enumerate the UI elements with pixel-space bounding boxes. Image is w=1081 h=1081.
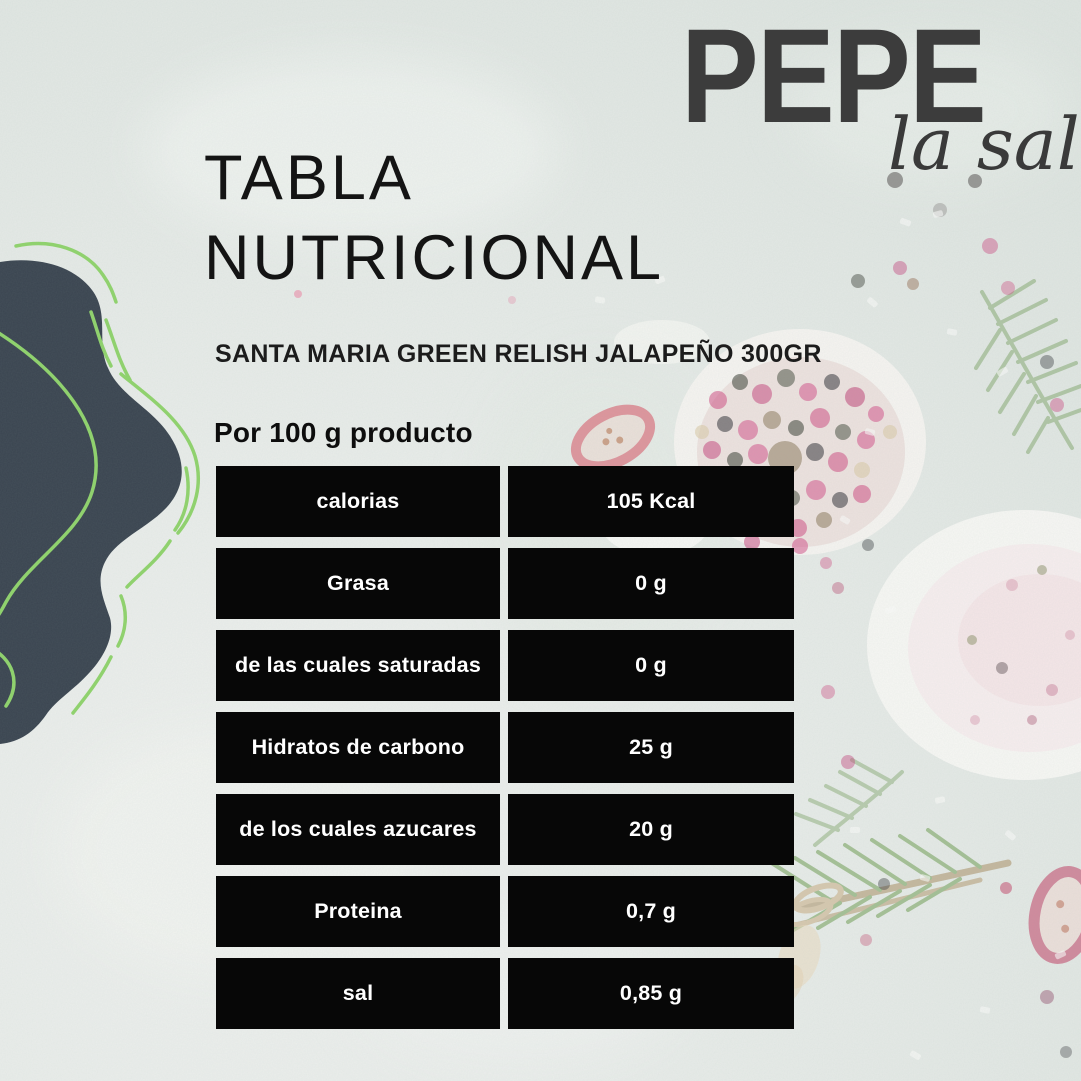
nutrient-label-cell: de los cuales azucares <box>216 794 500 865</box>
nutrient-value-cell: 105 Kcal <box>508 466 794 537</box>
page-title-line2: NUTRICIONAL <box>204 223 665 293</box>
nutrient-label-cell: Proteina <box>216 876 500 947</box>
product-name: SANTA MARIA GREEN RELISH JALAPEÑO 300GR <box>215 340 822 368</box>
nutrient-value-cell: 0 g <box>508 630 794 701</box>
nutrient-value-cell: 0,7 g <box>508 876 794 947</box>
page-title: TABLA NUTRICIONAL <box>204 138 664 298</box>
brand-tagline: la sal <box>888 102 1080 186</box>
nutrient-label-cell: Hidratos de carbono <box>216 712 500 783</box>
serving-size-header: Por 100 g producto <box>214 417 473 448</box>
nutrient-label-cell: calorias <box>216 466 500 537</box>
nutrient-value-cell: 0 g <box>508 548 794 619</box>
nutrient-label-cell: Grasa <box>216 548 500 619</box>
nutrient-label-cell: sal <box>216 958 500 1029</box>
nutrient-label-cell: de las cuales saturadas <box>216 630 500 701</box>
page-title-line1: TABLA <box>204 143 414 213</box>
nutrient-value-cell: 0,85 g <box>508 958 794 1029</box>
nutrition-table: calorias 105 Kcal Grasa 0 g de las cuale… <box>216 466 794 1029</box>
nutrient-value-cell: 25 g <box>508 712 794 783</box>
nutrient-value-cell: 20 g <box>508 794 794 865</box>
brand-name: PEPE <box>681 2 987 151</box>
